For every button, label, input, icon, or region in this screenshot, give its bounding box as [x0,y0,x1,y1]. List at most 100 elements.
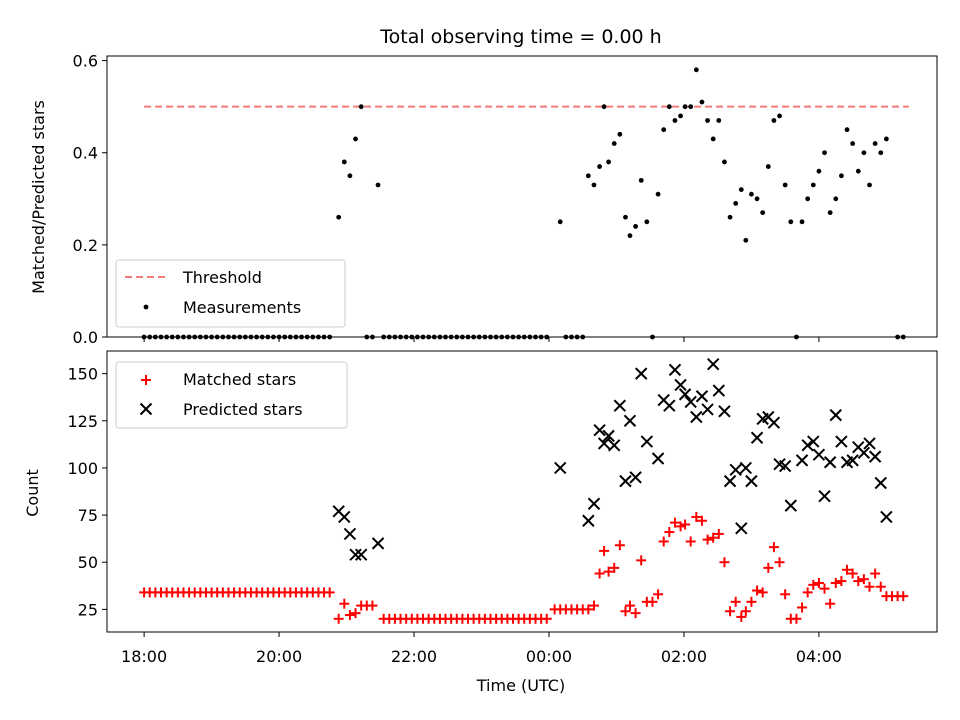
matched-star-point [664,527,675,538]
predicted-star-point [880,510,893,524]
x-tick-label: 18:00 [121,647,167,666]
measurement-point [805,196,811,202]
matched-star-point [541,613,552,624]
predicted-star-point [750,431,764,444]
predicted-star-point [619,474,632,488]
predicted-star-point [663,399,676,412]
y-tick-label: 0.6 [73,52,98,71]
predicted-star-point [623,414,637,427]
matched-star-point [333,613,344,624]
predicted-star-point [674,378,687,392]
predicted-star-point [690,410,703,424]
predicted-star-point [801,439,814,452]
measurement-point [705,118,710,123]
matched-star-point [653,589,664,600]
matched-star-point [757,587,768,598]
matched-star-point [830,577,841,588]
measurement-point [597,164,603,169]
x-tick-label: 20:00 [256,647,302,666]
measurement-point [810,182,816,188]
top-x-axis [143,337,820,342]
predicted-star-point [668,363,682,377]
predicted-star-point [613,399,627,412]
matched-star-point [864,581,875,592]
matched-star-point [588,600,599,611]
measurement-point [623,214,628,220]
measurement-point [347,173,353,179]
matched-star-point [719,557,730,568]
measurement-point [606,159,611,165]
measurement-point [672,118,678,123]
matched-star-point [819,583,830,594]
predicted-star-point [874,476,887,490]
matched-star-point [836,576,847,587]
measurement-point [799,219,805,225]
top-panel: 0.0 0.2 0.4 0.6 Matched/Predicted stars Thr… [29,52,938,347]
predicted-star-point [343,527,357,541]
matched-star-point [669,517,680,528]
measurement-point [716,118,722,123]
measurement-point [727,214,733,220]
x-axis-label: Time (UTC) [476,676,565,695]
top-axes-frame [106,55,938,338]
matched-star-point [736,611,747,622]
legend-measurement-label: Measurements [183,298,301,317]
measurement-point [655,191,661,197]
measurement-point [754,196,760,202]
matched-star-point [702,534,713,545]
legend-box [115,259,346,328]
matched-star-point [350,608,361,619]
matched-star-point [802,587,813,598]
measurement-point [638,177,644,183]
matched-star-point [768,542,779,553]
predicted-star-point [868,450,882,463]
measurement-point [688,104,694,110]
measurement-point [760,210,766,216]
measurement-point [861,150,867,156]
predicted-star-point [735,522,748,535]
matched-star-point [853,576,864,587]
predicted-star-point [835,435,848,448]
predicted-star-point [807,435,820,448]
y-tick-label: 25 [78,600,98,619]
bottom-x-axis: 18:00 20:00 22:00 00:00 02:00 04:00 [121,632,842,666]
predicted-star-point [745,474,758,488]
matched-star-point [583,604,594,615]
matched-star-point [680,519,691,530]
predicted-star-point [701,403,714,416]
measurement-point [855,168,861,174]
predicted-star-point [823,456,837,469]
y-tick-label: 75 [78,506,98,525]
matched-star-point [842,564,853,575]
predicted-star-point [338,510,351,524]
y-tick-label: 100 [67,459,98,478]
measurement-point [733,201,739,206]
measurement-point [678,113,683,119]
matched-star-point [636,555,647,566]
predicted-star-point [857,446,871,460]
predicted-star-point [602,429,615,443]
measurement-point [867,182,872,188]
matched-star-point [685,536,696,547]
matched-star-point [691,511,702,522]
predicted-star-point [863,437,876,450]
matched-star-point [594,568,605,579]
legend-matched-label: Matched stars [183,370,296,389]
measurement-point [585,173,591,179]
predicted-star-point [371,537,385,550]
y-tick-label: 150 [67,365,98,384]
matched-star-point [825,598,836,609]
chart-title: Total observing time = 0.00 h [379,26,661,48]
x-tick-label: 22:00 [391,647,437,666]
measurement-point [850,141,856,146]
bottom-plot-area [139,357,909,624]
matched-star-point [647,596,658,607]
predicted-star-point [349,548,362,561]
measurement-point [872,141,878,146]
predicted-star-point [635,367,648,380]
top-y-axis: 0.0 0.2 0.4 0.6 [73,52,107,347]
matched-star-point [324,587,335,598]
predicted-star-point [795,454,809,467]
y-tick-label: 0.0 [73,328,98,347]
